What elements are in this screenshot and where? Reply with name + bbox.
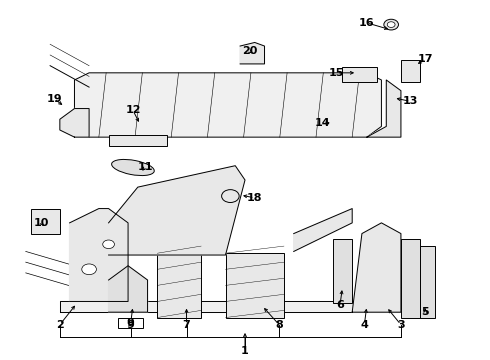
- Text: 5: 5: [421, 307, 429, 317]
- Circle shape: [387, 22, 395, 27]
- Bar: [343, 67, 376, 82]
- Text: 19: 19: [46, 94, 62, 104]
- Text: 20: 20: [242, 46, 258, 57]
- Ellipse shape: [112, 159, 154, 176]
- Polygon shape: [109, 166, 245, 255]
- Circle shape: [82, 264, 97, 275]
- Bar: [333, 239, 352, 303]
- Circle shape: [103, 240, 115, 249]
- Text: 4: 4: [361, 320, 368, 330]
- Bar: [225, 253, 284, 318]
- Text: 17: 17: [417, 54, 433, 64]
- Polygon shape: [109, 266, 147, 312]
- Bar: [109, 135, 167, 146]
- Polygon shape: [70, 208, 128, 301]
- Text: 2: 2: [56, 320, 64, 330]
- Text: 6: 6: [336, 300, 344, 310]
- Text: 13: 13: [403, 96, 418, 107]
- Bar: [401, 60, 420, 82]
- Text: 18: 18: [247, 193, 263, 203]
- Polygon shape: [367, 80, 401, 137]
- Circle shape: [384, 19, 398, 30]
- Polygon shape: [60, 287, 416, 312]
- Polygon shape: [74, 73, 381, 137]
- Bar: [30, 208, 60, 234]
- Bar: [401, 239, 420, 318]
- Polygon shape: [294, 208, 352, 251]
- Text: 9: 9: [126, 320, 134, 330]
- Text: 3: 3: [397, 320, 405, 330]
- Text: 15: 15: [329, 68, 344, 78]
- Polygon shape: [352, 223, 401, 312]
- Text: 12: 12: [125, 105, 141, 115]
- Text: 1: 1: [241, 346, 249, 356]
- Text: 14: 14: [315, 118, 331, 128]
- Bar: [118, 318, 143, 328]
- Polygon shape: [60, 109, 89, 137]
- Text: 11: 11: [137, 162, 153, 172]
- Text: 16: 16: [359, 18, 375, 28]
- Text: 10: 10: [34, 218, 49, 228]
- Circle shape: [221, 190, 239, 203]
- Bar: [157, 253, 201, 318]
- Polygon shape: [240, 42, 265, 64]
- Text: 7: 7: [183, 320, 191, 330]
- Bar: [420, 246, 435, 318]
- Text: 8: 8: [275, 320, 283, 330]
- Text: 9: 9: [126, 318, 134, 328]
